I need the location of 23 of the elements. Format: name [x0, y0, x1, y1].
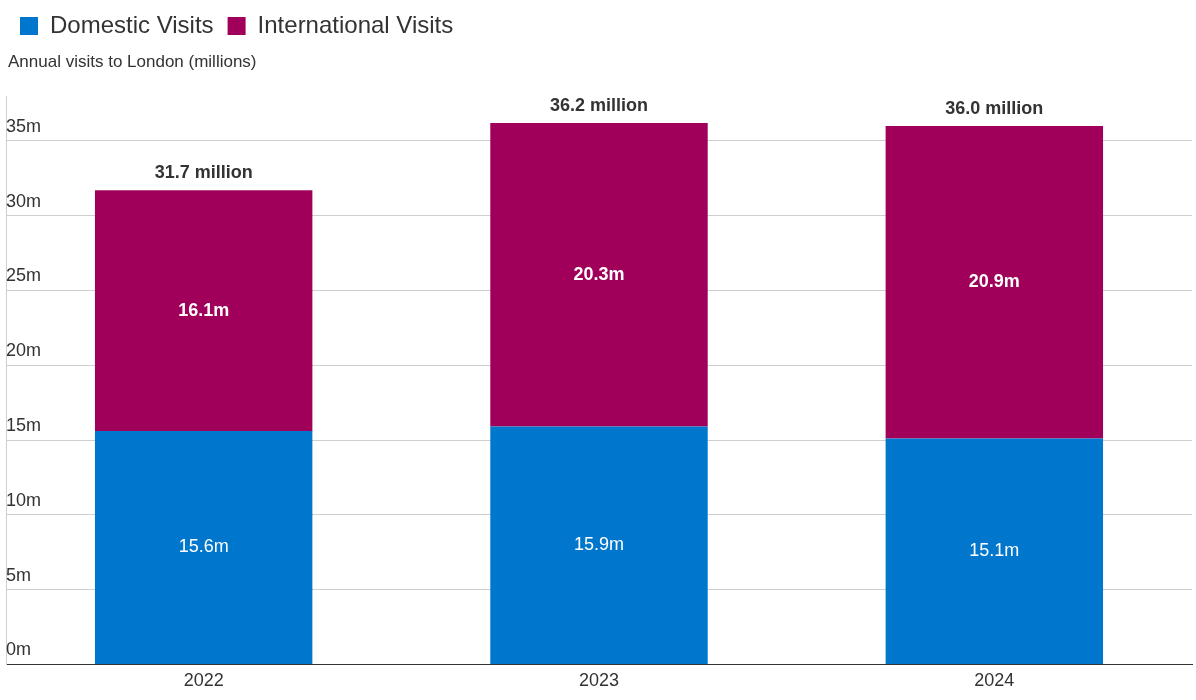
y-tick-label: 35m [6, 115, 42, 136]
data-label: 20.9m [968, 271, 1020, 292]
y-tick-label: 5m [6, 564, 32, 585]
y-tick-label: 20m [6, 340, 42, 361]
total-label: 31.7 million [154, 162, 253, 183]
y-axis-title: Annual visits to London (millions) [8, 52, 257, 72]
total-label: 36.0 million [945, 97, 1044, 118]
y-tick-label: 15m [6, 415, 42, 435]
x-tick-label: 2022 [183, 670, 224, 691]
y-tick-label: 25m [6, 265, 42, 286]
y-tick-label: 10m [6, 489, 42, 510]
data-label: 15.1m [969, 540, 1020, 561]
legend-label: International Visits [257, 10, 454, 38]
data-label: 20.3m [573, 263, 625, 284]
x-tick-label: 2024 [974, 670, 1015, 691]
y-tick-label: 30m [6, 190, 42, 211]
x-tick-label: 2023 [578, 670, 620, 691]
data-label: 15.6m [178, 536, 229, 557]
data-label: 15.9m [573, 534, 625, 555]
legend-label: Domestic Visits [50, 10, 214, 38]
total-label: 36.2 million [549, 94, 649, 115]
data-label: 16.1m [178, 299, 230, 320]
y-tick-label: 0m [6, 639, 32, 660]
